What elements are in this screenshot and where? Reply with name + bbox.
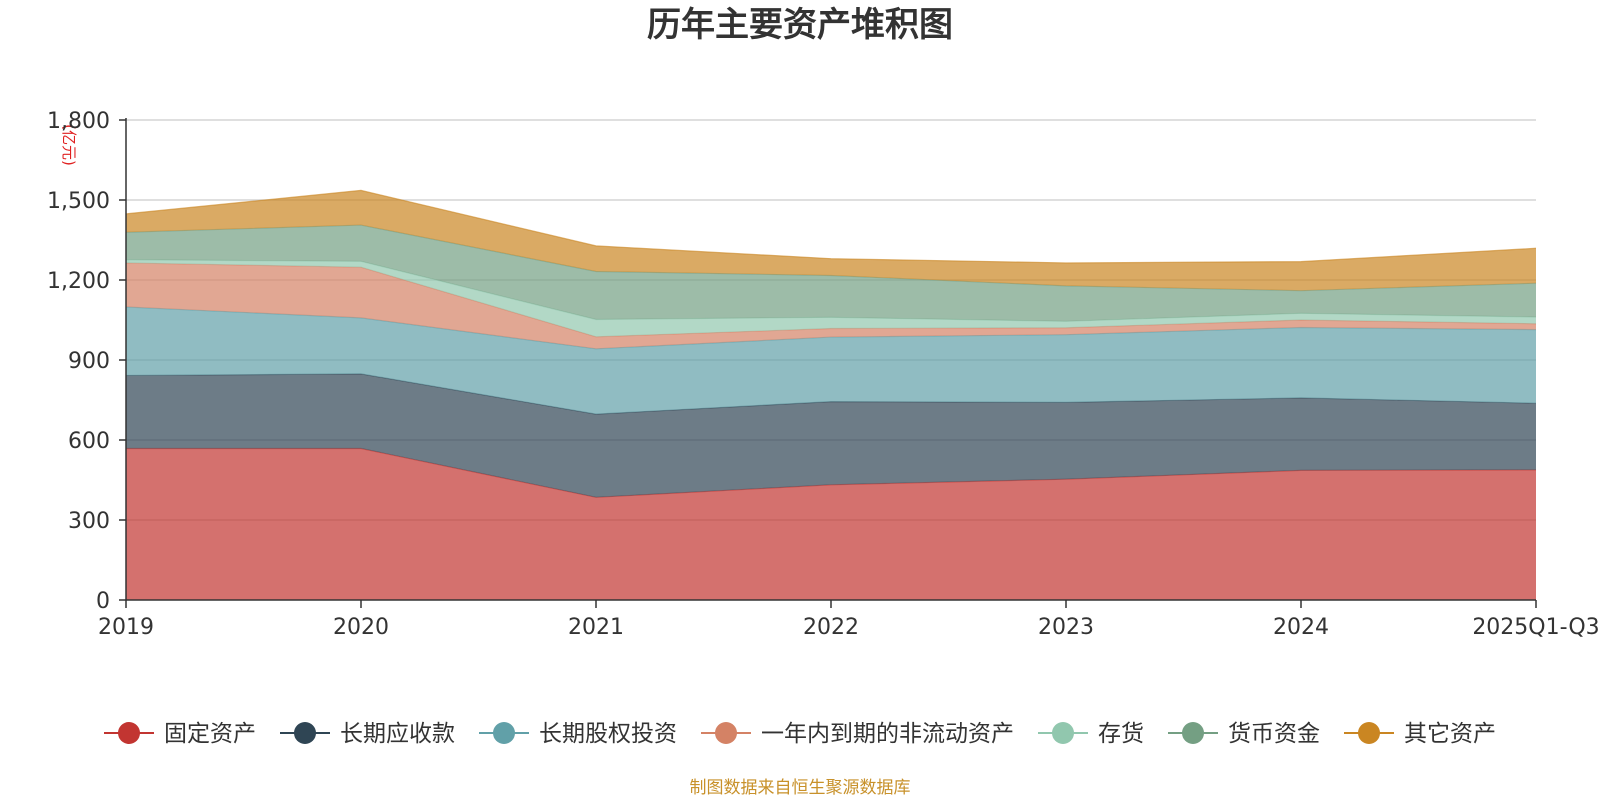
x-tick-label: 2020 bbox=[333, 615, 389, 640]
legend-dot-marker bbox=[715, 722, 737, 744]
area-series-6[interactable] bbox=[126, 225, 1536, 322]
legend-item-5[interactable]: 存货 bbox=[1038, 721, 1144, 747]
legend-item-2[interactable]: 长期应收款 bbox=[280, 721, 455, 747]
legend-item-7[interactable]: 其它资产 bbox=[1344, 721, 1496, 747]
area-series-7-edge bbox=[125, 189, 1537, 264]
x-tick-label: 2023 bbox=[1038, 615, 1094, 640]
legend-dot-marker bbox=[1182, 722, 1204, 744]
legend-label: 长期股权投资 bbox=[539, 721, 677, 747]
y-tick-label: 600 bbox=[68, 429, 110, 454]
y-tick-label: 900 bbox=[68, 349, 110, 374]
legend-label: 固定资产 bbox=[164, 721, 256, 747]
area-series-4[interactable] bbox=[126, 262, 1536, 349]
y-tick-label: 1,500 bbox=[47, 189, 110, 214]
legend-dot-marker bbox=[118, 722, 140, 744]
y-axis-unit-label: (亿元) bbox=[60, 124, 78, 166]
area-series-3-edge bbox=[125, 306, 1537, 350]
chart-title: 历年主要资产堆积图 bbox=[647, 5, 953, 45]
axes: 0 300 600 900 1,200 1,500 1,800 2019 2020 2021 202… bbox=[47, 109, 1600, 640]
y-tick-label: 300 bbox=[68, 509, 110, 534]
x-tick-label: 2022 bbox=[803, 615, 859, 640]
x-tick-label: 2019 bbox=[98, 615, 154, 640]
y-tick-label: 0 bbox=[96, 589, 110, 614]
y-tick-label: 1,200 bbox=[47, 269, 110, 294]
legend-dot-marker bbox=[1052, 722, 1074, 744]
x-tick-label: 2021 bbox=[568, 615, 624, 640]
legend-label: 其它资产 bbox=[1404, 721, 1496, 747]
legend-label: 一年内到期的非流动资产 bbox=[761, 721, 1014, 747]
legend-label: 货币资金 bbox=[1228, 721, 1320, 747]
legend-dot-marker bbox=[294, 722, 316, 744]
legend-item-4[interactable]: 一年内到期的非流动资产 bbox=[701, 721, 1014, 747]
legend-label: 长期应收款 bbox=[340, 721, 455, 747]
legend-item-1[interactable]: 固定资产 bbox=[104, 721, 256, 747]
legend-item-3[interactable]: 长期股权投资 bbox=[479, 721, 677, 747]
legend-item-6[interactable]: 货币资金 bbox=[1168, 721, 1320, 747]
y-tick-label: 1,800 bbox=[47, 109, 110, 134]
area-series-1[interactable] bbox=[126, 448, 1536, 600]
legend-dot-marker bbox=[1358, 722, 1380, 744]
x-tick-label: 2025Q1-Q3 bbox=[1472, 615, 1599, 640]
area-series-7[interactable] bbox=[126, 190, 1536, 291]
x-tick-label: 2024 bbox=[1273, 615, 1329, 640]
legend[interactable]: 固定资产 长期应收款 长期股权投资 一年内到期的非流动资产 存货 货币资金 其它资产 bbox=[104, 721, 1496, 747]
area-series-2[interactable] bbox=[126, 373, 1536, 498]
legend-label: 存货 bbox=[1098, 721, 1144, 747]
area-series-group bbox=[125, 189, 1537, 600]
area-series-6-edge bbox=[125, 224, 1537, 292]
legend-dot-marker bbox=[493, 722, 515, 744]
data-source-note: 制图数据来自恒生聚源数据库 bbox=[690, 778, 911, 798]
